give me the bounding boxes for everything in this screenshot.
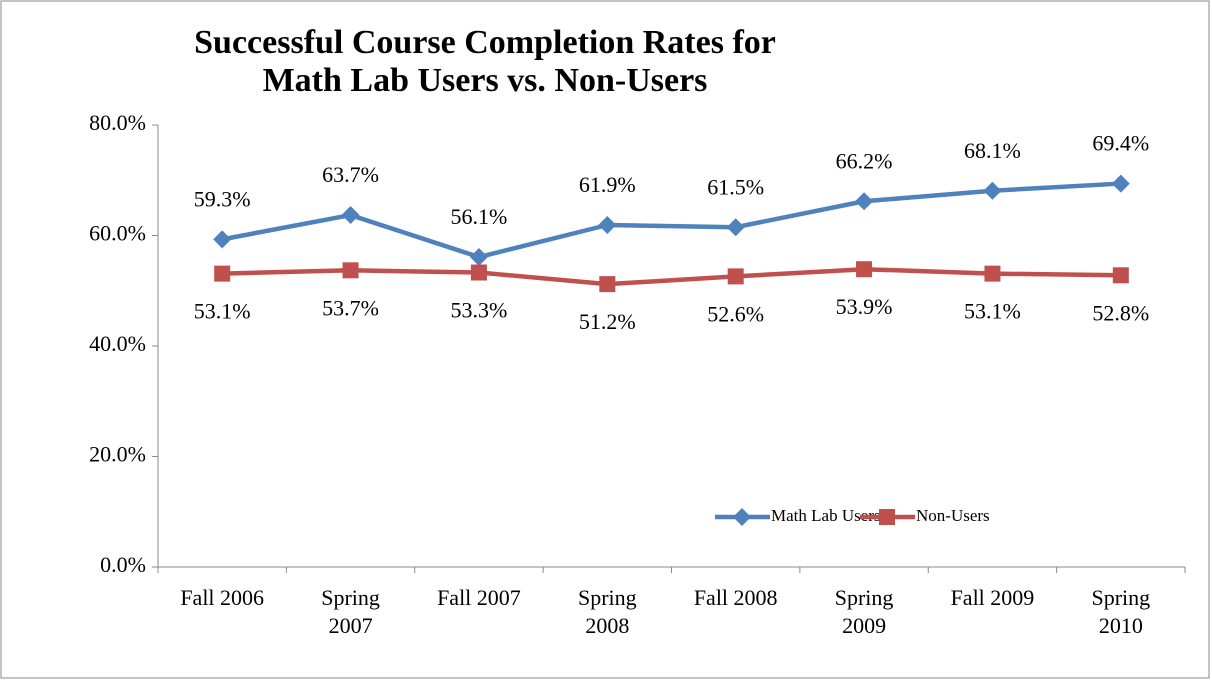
data-label: 53.1%	[964, 299, 1021, 324]
y-tick-label: 0.0%	[100, 552, 146, 577]
series-line	[222, 266, 1121, 287]
y-tick-label: 80.0%	[89, 110, 146, 135]
data-label: 59.3%	[194, 186, 251, 211]
chart-title: Successful Course Completion Rates for M…	[194, 24, 776, 99]
data-label: 68.1%	[964, 138, 1021, 163]
legend-marker	[733, 508, 751, 526]
x-tick-label: Fall 2006	[180, 585, 265, 610]
point	[727, 268, 744, 285]
x-tick-label: Fall 2009	[950, 585, 1035, 610]
x-tick-label: Spring 2008	[577, 585, 637, 638]
point	[341, 206, 360, 225]
series-line	[221, 181, 1121, 260]
point	[1112, 267, 1129, 284]
point	[856, 261, 873, 278]
x-tick-label: Fall 2007	[437, 585, 521, 610]
x-tick-label: Spring 2009	[834, 585, 894, 638]
point	[470, 264, 487, 281]
x-tick-label: Spring 2010	[1091, 585, 1151, 638]
point	[855, 192, 874, 211]
data-label: 66.2%	[836, 148, 893, 173]
data-label: 56.1%	[451, 204, 508, 229]
data-label: 61.5%	[707, 174, 764, 199]
data-label: 53.7%	[322, 295, 379, 320]
data-label: 61.9%	[579, 172, 636, 197]
x-tick-label: Fall 2008	[693, 585, 778, 610]
point	[984, 265, 1001, 282]
data-label: 53.9%	[836, 294, 893, 319]
legend-label: Non-Users	[916, 506, 990, 525]
point	[598, 216, 617, 235]
point	[214, 265, 231, 282]
data-label: 52.8%	[1092, 300, 1149, 325]
y-tick-label: 60.0%	[89, 221, 146, 246]
point	[1111, 174, 1130, 193]
data-label: 53.3%	[451, 298, 508, 323]
point	[726, 218, 745, 237]
data-label: 53.1%	[194, 299, 251, 324]
point	[983, 181, 1002, 200]
legend-marker	[879, 509, 895, 525]
data-label: 52.6%	[707, 301, 764, 326]
data-label: 63.7%	[322, 162, 379, 187]
legend-label: Math Lab Users	[771, 506, 881, 525]
y-tick-label: 20.0%	[89, 442, 146, 467]
point	[213, 230, 232, 249]
point	[469, 248, 488, 267]
point	[342, 262, 359, 279]
x-tick-label: Spring 2007	[321, 585, 380, 638]
point	[599, 276, 616, 293]
data-label: 51.2%	[579, 309, 636, 334]
y-tick-label: 40.0%	[89, 331, 146, 356]
data-label: 69.4%	[1092, 131, 1149, 156]
